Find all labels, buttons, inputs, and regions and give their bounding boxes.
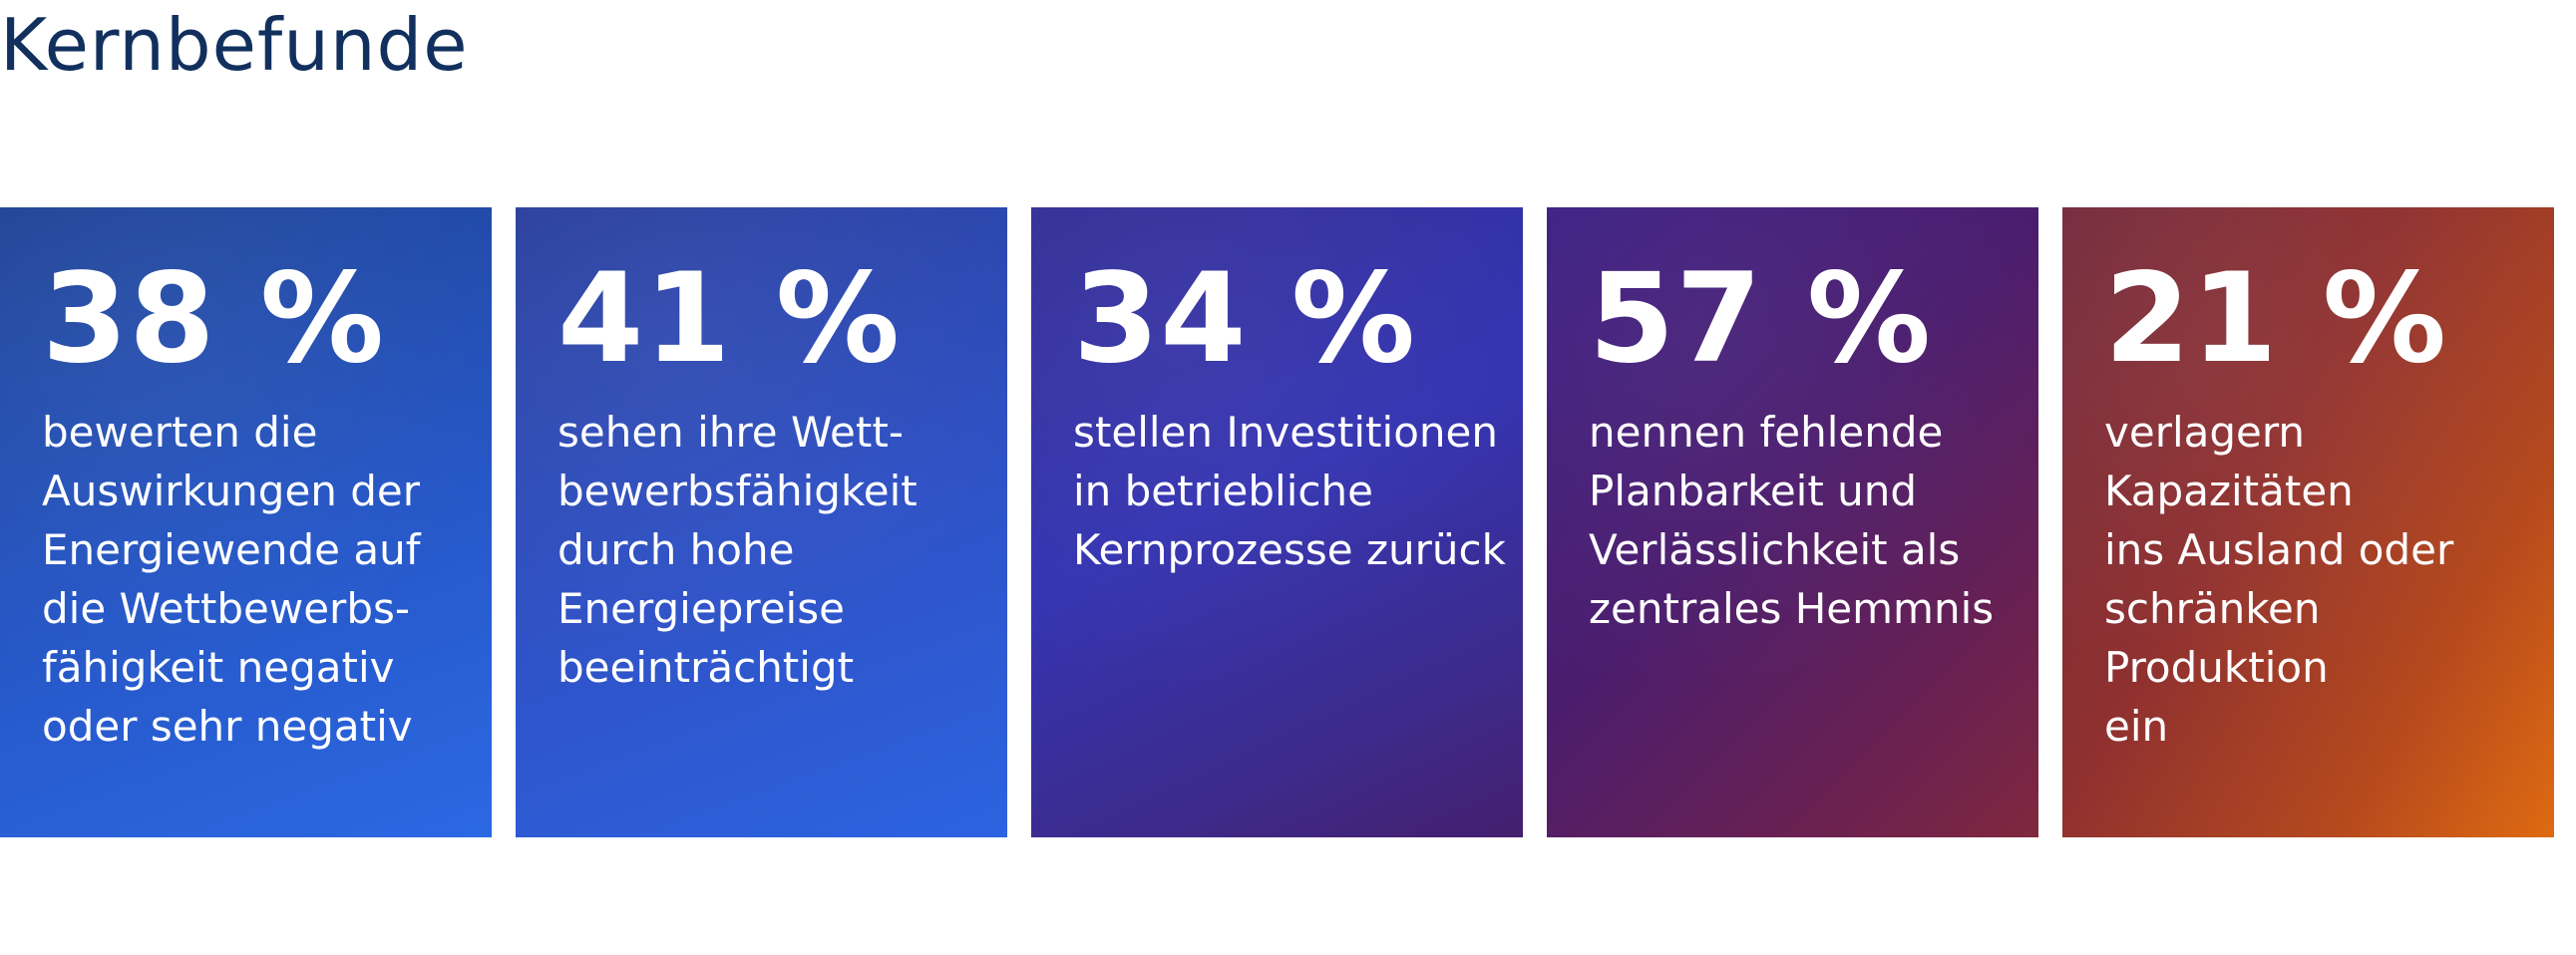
finding-description: bewerten die Auswirkungen der Energiewen… [42,408,421,751]
finding-card-3: 34 % stellen Investitionen in betrieblic… [1031,207,1523,837]
page-title: Kernbefunde [0,3,469,87]
finding-percentage: 38 % [42,247,385,391]
finding-percentage: 21 % [2104,247,2447,391]
finding-description: verlagern Kapazitäten ins Ausland oder s… [2104,408,2454,751]
finding-card-4: 57 % nennen fehlende Planbarkeit und Ver… [1547,207,2038,837]
finding-card-2: 41 % sehen ihre Wett- bewerbsfähigkeit d… [516,207,1007,837]
finding-description: nennen fehlende Planbarkeit und Verlässl… [1589,408,1995,633]
finding-card-5: 21 % verlagern Kapazitäten ins Ausland o… [2062,207,2554,837]
key-findings-panels: 38 % bewerten die Auswirkungen der Energ… [0,207,2576,837]
finding-card-1: 38 % bewerten die Auswirkungen der Energ… [0,207,492,837]
finding-percentage: 57 % [1589,247,1932,391]
finding-percentage: 41 % [557,247,901,391]
finding-description: stellen Investitionen in betriebliche Ke… [1073,408,1506,574]
finding-percentage: 34 % [1073,247,1416,391]
finding-description: sehen ihre Wett- bewerbsfähigkeit durch … [557,408,918,692]
